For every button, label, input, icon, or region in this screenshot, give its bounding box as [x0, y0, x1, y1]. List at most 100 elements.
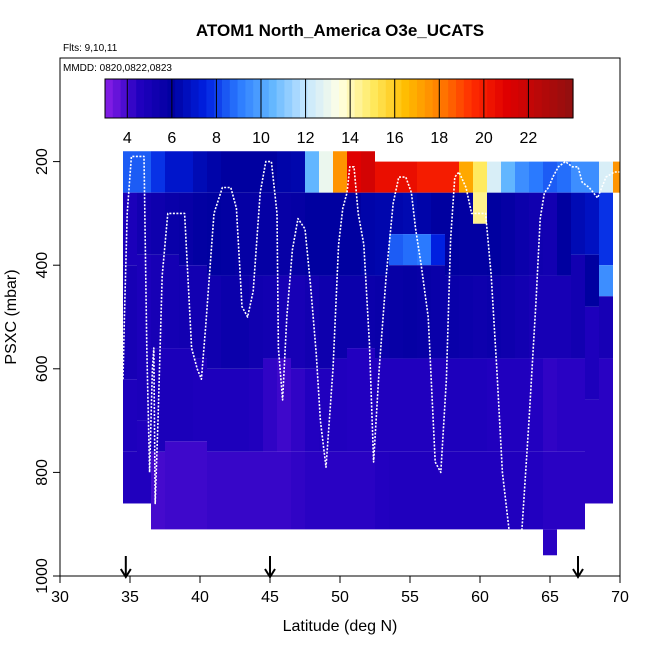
y-tick-label: 600	[34, 355, 51, 382]
latitude-markers	[119, 556, 584, 579]
heatmap-cell	[403, 358, 417, 452]
heatmap-cell	[123, 451, 137, 504]
heatmap-cell	[277, 151, 291, 193]
heatmap-cell	[417, 192, 431, 235]
colorbar-segment	[463, 79, 473, 118]
colorbar-segment	[495, 79, 504, 118]
heatmap-cell	[543, 358, 557, 452]
heatmap-cell	[263, 358, 277, 452]
heatmap-cell	[403, 192, 417, 235]
colorbar-segment	[471, 79, 480, 118]
heatmap-cell	[529, 161, 543, 193]
heatmap-cell	[277, 358, 291, 452]
heatmap-cell	[263, 192, 277, 276]
colorbar-segment	[159, 79, 168, 118]
heatmap-cell	[249, 151, 263, 193]
heatmap-cell	[557, 275, 571, 359]
heatmap-cell	[571, 161, 585, 193]
heatmap-cell	[333, 358, 347, 452]
heatmap-cell	[431, 192, 445, 235]
heatmap-cell	[431, 451, 445, 530]
x-tick-label: 70	[611, 589, 629, 606]
colorbar-segment	[424, 79, 434, 118]
heatmap-cell	[487, 161, 501, 193]
heatmap-cell	[277, 451, 291, 530]
colorbar-segment	[440, 79, 449, 118]
heatmap-cell	[263, 275, 277, 359]
colorbar-segment	[284, 79, 293, 118]
heatmap-cell	[445, 192, 459, 276]
heatmap-cell	[305, 151, 319, 193]
heatmap-cell	[249, 192, 263, 276]
heatmap-cell	[571, 192, 585, 255]
heatmap-cell	[585, 254, 599, 307]
heatmap-cell	[431, 358, 445, 452]
colorbar-segment	[487, 79, 496, 118]
colorbar-segment	[300, 79, 309, 118]
colorbar-segment	[136, 79, 145, 118]
colorbar-segment	[323, 79, 332, 118]
heatmap-cell	[599, 265, 613, 297]
heatmap-cell	[179, 151, 193, 193]
heatmap-cell	[501, 192, 515, 276]
colorbar-segment	[417, 79, 426, 118]
colorbar-segment	[128, 79, 137, 118]
heatmap-cell	[193, 358, 207, 442]
heatmap-cell	[431, 265, 445, 359]
colorbar-tick-label: 22	[520, 130, 538, 147]
x-axis: 30 35 40 45 50 55 60 65 70	[51, 576, 629, 606]
heatmap-cell	[515, 358, 529, 452]
colorbar-segment	[268, 79, 278, 118]
heatmap-cell	[515, 192, 529, 276]
heatmap-cell	[557, 358, 571, 452]
heatmap-cell	[193, 192, 207, 266]
colorbar-segment	[190, 79, 200, 118]
heatmap-cell	[445, 275, 459, 359]
colorbar-tick-label: 4	[123, 130, 132, 147]
heatmap-cell	[459, 451, 473, 530]
heatmap-cell	[543, 451, 557, 530]
heatmap-cell	[319, 151, 333, 193]
colorbar-segment	[362, 79, 371, 118]
heatmap-cell	[585, 399, 599, 504]
heatmap-cell	[165, 192, 179, 255]
colorbar-tick-label: 18	[430, 130, 448, 147]
colorbar-segment	[401, 79, 410, 118]
heatmap-cell	[403, 161, 417, 193]
colorbar-segment	[307, 79, 317, 118]
colorbar-segment	[206, 79, 215, 118]
colorbar-segment	[245, 79, 254, 118]
heatmap-cell	[249, 451, 263, 530]
flight-track-line	[122, 155, 620, 551]
heatmap-cell	[375, 161, 389, 193]
heatmap-cell	[137, 192, 151, 255]
colorbar-segment	[448, 79, 457, 118]
heatmap-cell	[347, 192, 361, 276]
colorbar-segment	[175, 79, 184, 118]
heatmap-cell	[557, 192, 571, 276]
heatmap-cell	[515, 161, 529, 193]
flight-track	[122, 155, 620, 551]
colorbar-segment	[378, 79, 387, 118]
heatmap-cell	[305, 368, 319, 452]
heatmap-cells	[123, 151, 620, 556]
colorbar-segment	[518, 79, 527, 118]
heatmap-cell	[193, 151, 207, 193]
heatmap-cell	[585, 161, 599, 193]
colorbar-segment	[385, 79, 395, 118]
heatmap-cell	[515, 275, 529, 359]
colorbar-tick-label: 14	[341, 130, 359, 147]
heatmap-cell	[473, 223, 487, 276]
heatmap-cell	[487, 275, 501, 359]
heatmap-cell	[389, 265, 403, 359]
heatmap-cell	[417, 358, 431, 452]
colorbar-segment	[144, 79, 153, 118]
colorbar-segment	[456, 79, 465, 118]
heatmap-cell	[515, 451, 529, 530]
heatmap-cell	[291, 368, 305, 452]
heatmap-cell	[137, 151, 151, 193]
heatmap-cell	[263, 151, 277, 193]
x-axis-label: Latitude (deg N)	[283, 618, 398, 635]
heatmap-cell	[529, 275, 543, 359]
heatmap-cell	[613, 161, 620, 193]
